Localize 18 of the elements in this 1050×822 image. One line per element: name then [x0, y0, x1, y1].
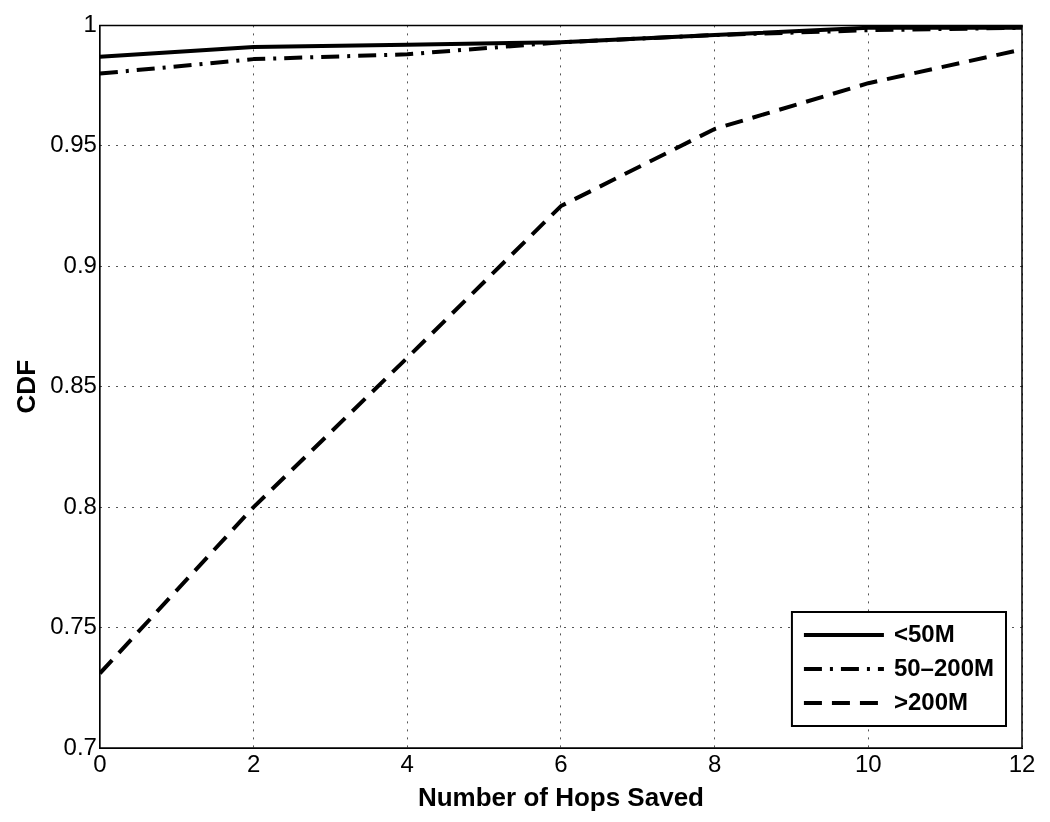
- y-tick-label: 1: [83, 10, 97, 38]
- x-axis-title: Number of Hops Saved: [417, 781, 704, 812]
- x-tick-label: 2: [246, 750, 261, 778]
- y-tick-label: 0.85: [50, 371, 97, 399]
- legend-label: <50M: [893, 619, 955, 647]
- legend-label: >200M: [893, 687, 968, 715]
- x-tick-label: 4: [400, 750, 414, 778]
- y-tick-label: 0.95: [50, 130, 97, 158]
- y-tick-label: 0.75: [50, 612, 97, 640]
- legend-label: 50–200M: [893, 653, 994, 681]
- x-tick-label: 0: [93, 750, 107, 778]
- x-tick-label: 6: [554, 750, 568, 778]
- y-axis-title: CDF: [10, 359, 41, 414]
- y-tick-label: 0.8: [63, 491, 97, 519]
- x-tick-label: 8: [707, 750, 722, 778]
- x-tick-label: 12: [1008, 750, 1036, 778]
- y-tick-label: 0.9: [63, 250, 97, 278]
- x-tick-label: 10: [854, 750, 882, 778]
